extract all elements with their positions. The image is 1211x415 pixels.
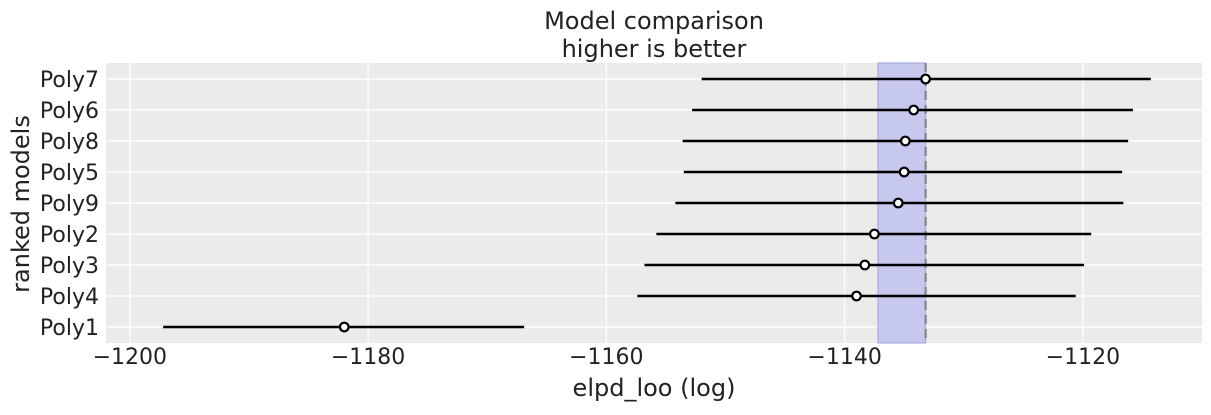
series-layer — [163, 73, 1151, 333]
y-tick-labels: Poly7 Poly6 Poly8 Poly5 Poly9 Poly2 Poly3 Poly4… — [40, 68, 99, 341]
y-tick-label-poly9: Poly9 — [40, 192, 99, 217]
x-tick-label: −1140 — [807, 345, 881, 370]
elpd-point-poly9 — [892, 197, 904, 209]
x-axis-label: elpd_loo (log) — [573, 374, 736, 402]
y-tick-label-poly6: Poly6 — [40, 99, 99, 124]
y-axis-label: ranked models — [7, 115, 35, 293]
chart-title-line-2: higher is better — [562, 35, 747, 63]
y-tick-label-poly1: Poly1 — [40, 316, 99, 341]
y-tick-label-poly4: Poly4 — [40, 285, 99, 310]
elpd-point-poly3 — [859, 259, 871, 271]
elpd-point-poly6 — [908, 104, 920, 116]
y-tick-label-poly3: Poly3 — [40, 254, 99, 279]
x-tick-label: −1120 — [1046, 345, 1120, 370]
elpd-point-poly1 — [338, 321, 350, 333]
elpd-point-poly2 — [868, 228, 880, 240]
elpd-point-poly5 — [898, 166, 910, 178]
elpd-point-poly7 — [920, 73, 932, 85]
chart-title-line-1: Model comparison — [544, 7, 764, 35]
x-tick-label: −1200 — [93, 345, 167, 370]
elpd-point-poly8 — [899, 135, 911, 147]
y-tick-label-poly8: Poly8 — [40, 130, 99, 155]
x-tick-label: −1180 — [331, 345, 405, 370]
y-tick-label-poly7: Poly7 — [40, 68, 99, 93]
y-tick-label-poly5: Poly5 — [40, 161, 99, 186]
x-tick-label: −1160 — [569, 345, 643, 370]
elpd-point-poly4 — [851, 290, 862, 302]
y-tick-label-poly2: Poly2 — [40, 223, 99, 248]
x-tick-labels: −1200 −1180 −1160 −1140 −1120 — [93, 345, 1120, 370]
